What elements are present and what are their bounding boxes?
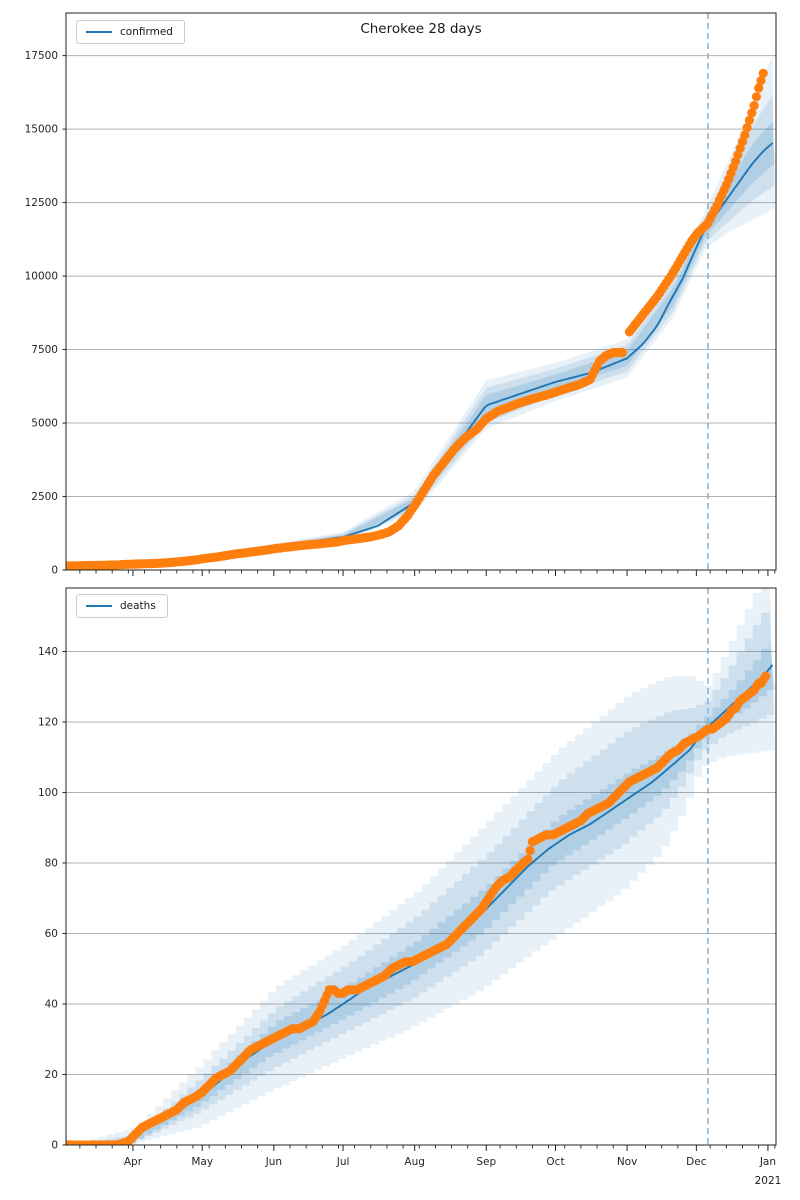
- y-tick-label: 2500: [31, 491, 58, 503]
- deaths-forecast-observations-0: [66, 671, 771, 1145]
- deaths-forecast-panel: 0 20 40 60 80 100 120 140 Apr May Jun Jul Aug Sep Oct N…: [38, 587, 777, 1168]
- y-tick-label: 12500: [25, 197, 58, 209]
- y-tick-label: 10000: [25, 271, 58, 283]
- legend-deaths: deaths: [76, 594, 168, 618]
- y-tick-label: 60: [45, 928, 58, 940]
- legend-confirmed: confirmed: [76, 20, 185, 44]
- legend-confirmed-label: confirmed: [120, 26, 173, 38]
- x-tick-label: Jun: [265, 1156, 282, 1168]
- legend-deaths-label: deaths: [120, 600, 156, 612]
- deaths-line-swatch: [86, 605, 112, 607]
- chart-title: Cherokee 28 days: [360, 21, 482, 37]
- x-tick-label: Aug: [404, 1156, 425, 1168]
- plot-border: [65, 587, 777, 1146]
- confirmed-forecast-band-inner: [66, 121, 775, 567]
- y-tick-label: 140: [38, 646, 58, 658]
- x-tick-label: Sep: [476, 1156, 496, 1168]
- x-tick-label: Oct: [546, 1156, 564, 1168]
- y-tick-label: 0: [51, 565, 58, 577]
- y-tick-label: 120: [38, 717, 58, 729]
- x-axis-year-label: 2021: [754, 1175, 782, 1187]
- confirmed-forecast-observations-1: [624, 68, 768, 337]
- y-tick-label: 17500: [25, 50, 58, 62]
- y-tick-label: 5000: [31, 418, 58, 430]
- x-tick-label: Jan: [759, 1156, 776, 1168]
- x-tick-label: Jul: [336, 1156, 350, 1168]
- y-tick-label: 20: [45, 1069, 58, 1081]
- y-tick-label: 15000: [25, 124, 58, 136]
- confirmed-forecast-observations-0: [66, 347, 628, 570]
- x-tick-label: May: [191, 1156, 213, 1168]
- confirmed-line-swatch: [86, 31, 112, 33]
- y-tick-label: 40: [45, 999, 58, 1011]
- y-tick-label: 7500: [31, 344, 58, 356]
- deaths-forecast-band-outer: [66, 588, 775, 1145]
- confirmed-forecast-panel: 0 2500 5000 7500 10000 12500 15000 17500: [25, 12, 777, 577]
- x-tick-label: Dec: [686, 1156, 707, 1168]
- y-tick-label: 80: [45, 858, 58, 870]
- y-tick-label: 100: [38, 787, 58, 799]
- y-tick-label: 0: [51, 1140, 58, 1152]
- plot-border: [65, 12, 777, 571]
- x-tick-label: Apr: [124, 1156, 143, 1168]
- x-tick-label: Nov: [617, 1156, 638, 1168]
